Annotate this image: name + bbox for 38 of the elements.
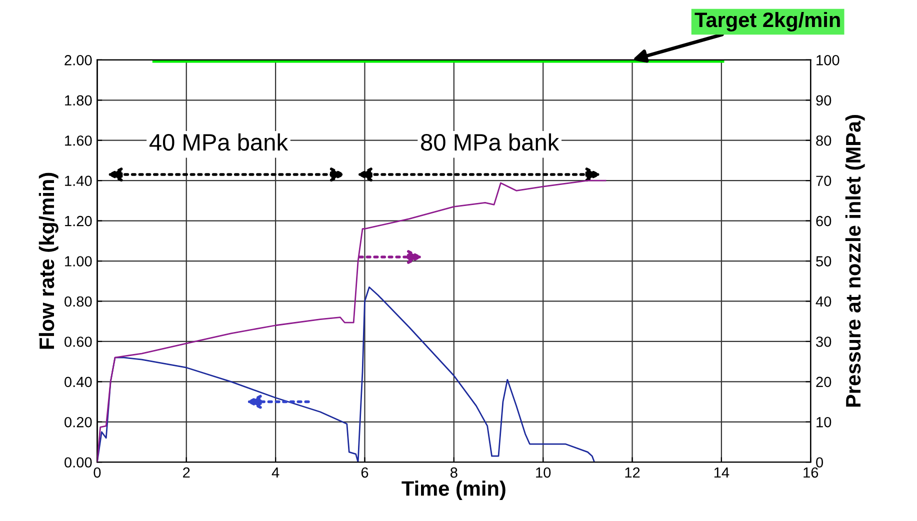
- y2-tick-label: 20: [816, 376, 832, 388]
- y2-tick-label: 60: [816, 216, 832, 226]
- y2-axis-title: Pressure at nozzle inlet (MPa): [845, 115, 865, 407]
- annotation: Target 2kg/min: [694, 12, 840, 32]
- y-tick-label: 1.00: [65, 256, 92, 266]
- y-tick-label: 0.20: [64, 417, 92, 428]
- y-tick-label: 0.80: [64, 296, 92, 307]
- annotation: 80 MPa bank: [421, 133, 560, 151]
- x-tick-label: 16: [804, 467, 818, 478]
- annotation: 40 MPa bank: [149, 133, 288, 151]
- y-tick-label: 1.20: [65, 216, 92, 226]
- x-tick-label: 2: [183, 467, 190, 478]
- y-tick-label: 0.40: [64, 376, 92, 388]
- x-tick-label: 8: [450, 467, 458, 478]
- y-axis-title: Flow rate (kg/min): [38, 172, 58, 349]
- y-tick-label: 2.00: [64, 55, 92, 66]
- y2-tick-label: 90: [816, 95, 832, 106]
- y-tick-label: 0.60: [64, 336, 92, 347]
- y2-tick-label: 10: [816, 417, 832, 428]
- x-tick-label: 12: [625, 467, 640, 478]
- y-tick-label: 1.80: [65, 95, 92, 106]
- line-series: [97, 286, 596, 462]
- x-tick-label: 14: [714, 468, 730, 478]
- y2-tick-label: 0: [816, 457, 824, 468]
- x-tick-label: 4: [272, 468, 280, 478]
- y2-tick-label: 30: [816, 336, 832, 347]
- y2-tick-label: 100: [816, 55, 840, 66]
- y2-tick-label: 40: [816, 296, 832, 307]
- y2-tick-label: 50: [816, 256, 832, 266]
- y2-tick-label: 70: [816, 176, 832, 186]
- y2-tick-label: 80: [816, 135, 832, 146]
- x-axis-title: Time (min): [402, 480, 506, 500]
- x-tick-label: 6: [361, 467, 368, 478]
- y-tick-label: 1.40: [65, 176, 92, 186]
- y-tick-label: 1.60: [65, 135, 92, 146]
- x-tick-label: 0: [94, 467, 101, 478]
- x-tick-label: 10: [536, 467, 551, 478]
- y-tick-label: 0.00: [64, 457, 92, 468]
